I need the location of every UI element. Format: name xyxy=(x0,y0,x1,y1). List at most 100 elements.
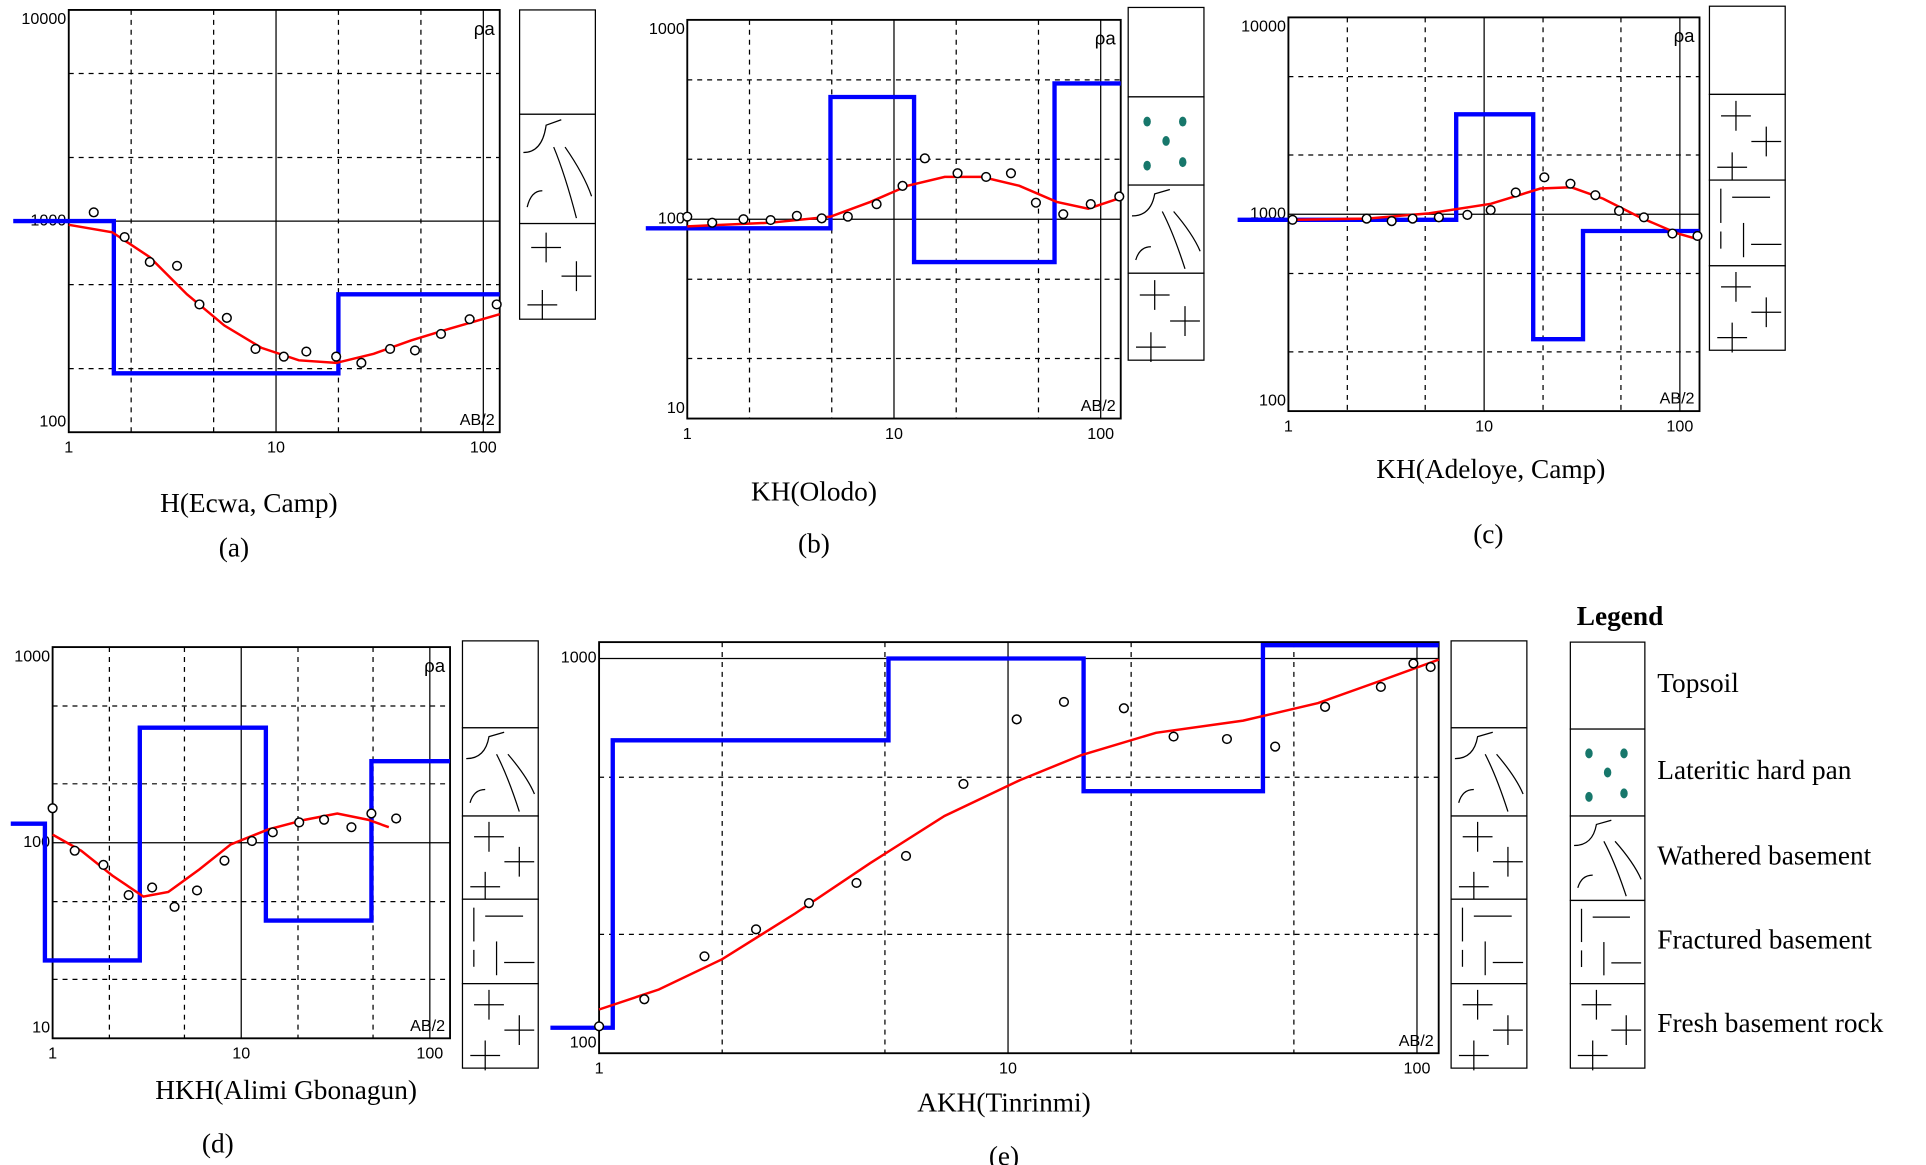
data-point xyxy=(1640,213,1649,222)
x-tick-label: 10 xyxy=(1475,418,1493,436)
data-point xyxy=(145,258,154,267)
litho-dot xyxy=(1620,748,1627,758)
litho-dot xyxy=(1179,157,1186,167)
data-point xyxy=(332,352,341,361)
x-tick-label: 100 xyxy=(1404,1060,1431,1078)
data-point xyxy=(386,345,395,354)
litho-layer xyxy=(1451,641,1527,728)
litho-layer xyxy=(1570,816,1645,900)
data-point xyxy=(1115,192,1124,201)
data-point xyxy=(1377,683,1386,692)
axis-label: ρa xyxy=(1095,28,1117,49)
data-point xyxy=(1387,217,1396,226)
data-point xyxy=(920,154,929,163)
data-point xyxy=(465,315,474,324)
data-point xyxy=(392,814,401,823)
x-tick-label: 100 xyxy=(1087,425,1114,443)
y-tick-label: 10000 xyxy=(1241,18,1286,36)
data-point xyxy=(48,804,57,813)
x-tick-label: 10 xyxy=(232,1045,250,1063)
data-point xyxy=(411,346,420,355)
x-tick-label: 100 xyxy=(470,439,497,457)
data-point xyxy=(295,818,304,827)
x-tick-label: 10 xyxy=(999,1060,1017,1078)
y-tick-label: 100 xyxy=(1259,391,1286,409)
data-point xyxy=(1169,732,1178,741)
data-point xyxy=(1409,659,1418,668)
data-point xyxy=(1059,210,1068,219)
panel-label: (e) xyxy=(989,1141,1019,1165)
axis-label: AB/2 xyxy=(410,1017,445,1035)
litho-dot xyxy=(1143,161,1150,171)
data-point xyxy=(148,883,157,892)
x-tick-label: 1 xyxy=(595,1060,604,1078)
data-point xyxy=(1435,213,1444,222)
legend-title: Legend xyxy=(1577,601,1664,631)
data-point xyxy=(120,233,129,242)
data-point xyxy=(1426,663,1435,672)
chart-title: AKH(Tinrinmi) xyxy=(917,1088,1091,1118)
data-point xyxy=(1032,198,1041,207)
data-point xyxy=(1591,191,1600,200)
litho-dot xyxy=(1143,117,1150,127)
y-tick-label: 1000 xyxy=(561,649,597,667)
chart-title: H(Ecwa, Camp) xyxy=(160,488,337,518)
litho-dot xyxy=(1620,788,1627,798)
data-point xyxy=(1540,173,1549,182)
data-point xyxy=(70,846,79,855)
litho-layer xyxy=(520,10,596,114)
legend-label: Lateritic hard pan xyxy=(1657,755,1851,785)
data-point xyxy=(89,208,98,217)
axis-label: AB/2 xyxy=(1081,397,1116,415)
data-point xyxy=(1271,742,1280,751)
data-point xyxy=(852,879,861,888)
data-point xyxy=(1566,179,1575,188)
data-point xyxy=(700,952,709,961)
litho-layer xyxy=(1451,728,1527,816)
data-point xyxy=(1012,715,1021,724)
data-point xyxy=(708,218,717,227)
data-point xyxy=(248,837,257,846)
data-point xyxy=(793,211,802,220)
data-point xyxy=(1693,232,1702,241)
panel-label: (a) xyxy=(219,532,249,562)
y-tick-label: 100 xyxy=(658,209,685,227)
chart-title: HKH(Alimi Gbonagun) xyxy=(155,1075,417,1105)
data-point xyxy=(766,216,775,225)
data-point xyxy=(367,809,376,818)
data-point xyxy=(220,856,229,865)
data-point xyxy=(1288,215,1297,224)
data-point xyxy=(195,300,204,309)
litho-layer xyxy=(1570,642,1645,729)
data-point xyxy=(1060,698,1069,707)
data-point xyxy=(124,891,133,900)
data-point xyxy=(739,215,748,224)
litho-layer xyxy=(1709,6,1785,94)
data-point xyxy=(805,899,814,908)
litho-layer xyxy=(520,114,596,223)
data-point xyxy=(1086,200,1095,209)
legend-label: Wathered basement xyxy=(1657,840,1871,870)
data-point xyxy=(982,173,991,182)
data-point xyxy=(302,347,311,356)
data-point xyxy=(1486,206,1495,215)
x-tick-label: 1 xyxy=(64,439,73,457)
data-point xyxy=(1362,214,1371,223)
y-tick-label: 1000 xyxy=(649,20,685,38)
data-point xyxy=(347,823,356,832)
panel-label: (b) xyxy=(798,529,830,559)
data-point xyxy=(1463,210,1472,219)
data-point xyxy=(898,182,907,191)
data-point xyxy=(1223,735,1232,744)
data-point xyxy=(1615,207,1624,216)
legend-label: Topsoil xyxy=(1657,668,1739,698)
y-tick-label: 100 xyxy=(39,413,66,431)
data-point xyxy=(492,300,501,309)
data-point xyxy=(1668,229,1677,238)
data-point xyxy=(843,212,852,221)
y-tick-label: 100 xyxy=(570,1034,597,1052)
litho-layer xyxy=(1128,185,1204,273)
figure: Legend 1 10 100 100 1000 10000 ρa AB/2 H(Ecwa, C… xyxy=(0,0,1926,1165)
data-point xyxy=(279,352,288,361)
litho-layer xyxy=(1128,7,1204,96)
